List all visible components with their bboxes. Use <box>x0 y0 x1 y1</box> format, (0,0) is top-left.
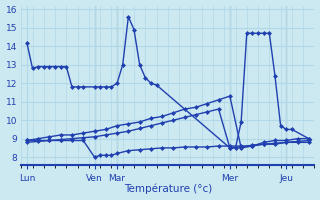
X-axis label: Température (°c): Température (°c) <box>124 184 212 194</box>
